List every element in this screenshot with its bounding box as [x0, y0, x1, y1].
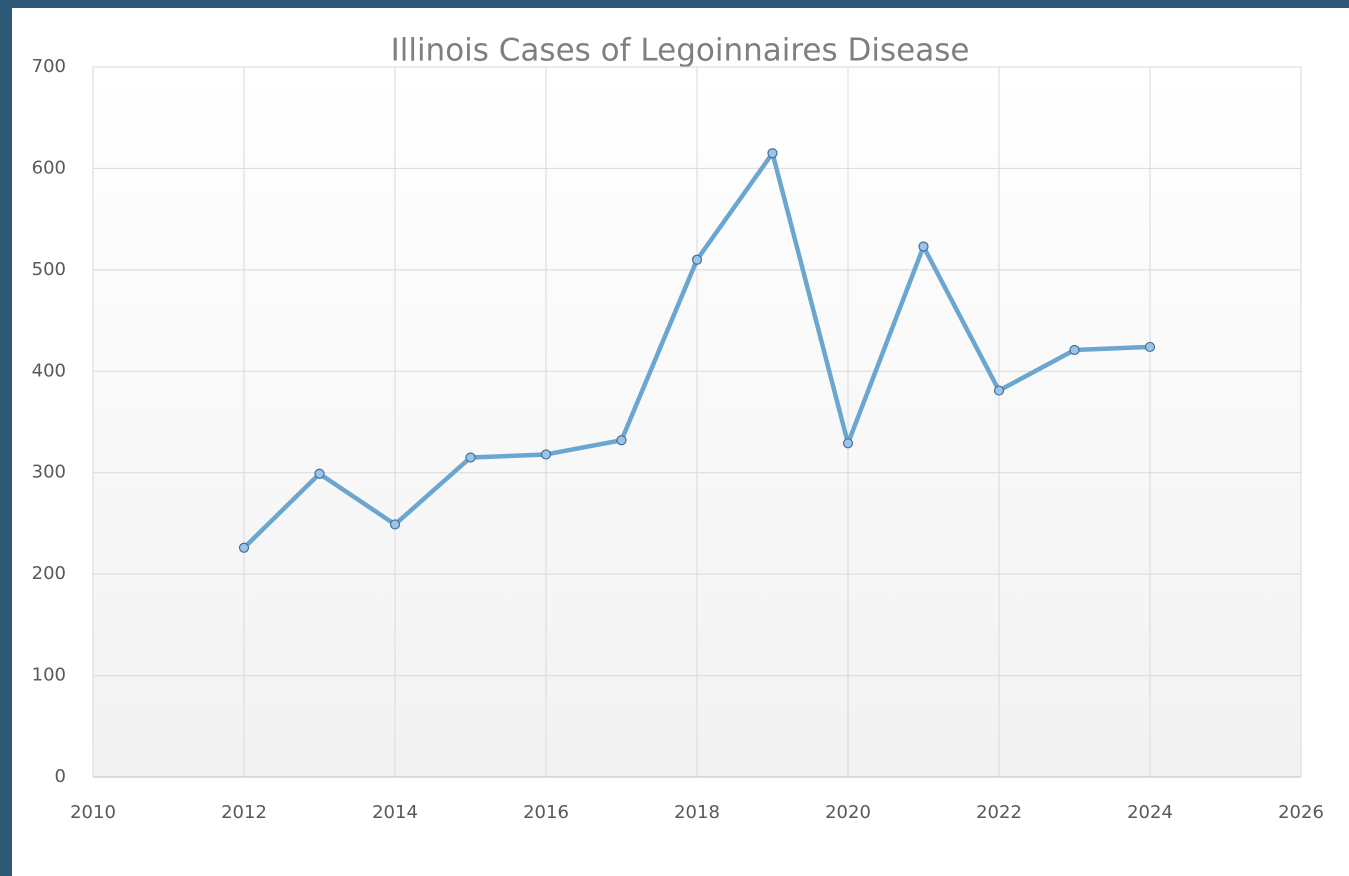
y-tick-label: 400 [32, 360, 66, 381]
x-tick-label: 2016 [523, 802, 569, 823]
y-tick-label: 500 [32, 259, 66, 280]
data-point [1144, 341, 1156, 353]
x-tick-label: 2020 [825, 802, 871, 823]
data-point [1069, 344, 1080, 356]
data-point [389, 519, 401, 530]
data-point [540, 449, 552, 460]
y-tick-label: 100 [32, 665, 66, 686]
y-tick-label: 600 [32, 157, 66, 178]
y-tick-label: 700 [32, 56, 66, 77]
data-point [691, 254, 703, 265]
x-tick-label: 2018 [674, 802, 720, 823]
y-tick-label: 0 [55, 766, 66, 787]
data-point [314, 468, 325, 479]
data-point [993, 385, 1005, 396]
x-tick-label: 2024 [1127, 802, 1173, 823]
data-point [238, 542, 250, 553]
x-tick-label: 2026 [1278, 802, 1324, 823]
x-tick-label: 2022 [976, 802, 1022, 823]
data-point [918, 241, 929, 252]
x-tick-label: 2014 [372, 802, 418, 823]
x-tick-label: 2012 [221, 802, 267, 823]
data-point [465, 452, 476, 463]
data-point [842, 438, 854, 449]
y-tick-label: 200 [32, 563, 66, 584]
data-point [767, 148, 778, 159]
chart-title: Illinois Cases of Legoinnaires Disease [391, 33, 970, 69]
data-point [616, 435, 627, 446]
y-tick-label: 300 [32, 462, 66, 483]
x-tick-label: 2010 [70, 802, 116, 823]
